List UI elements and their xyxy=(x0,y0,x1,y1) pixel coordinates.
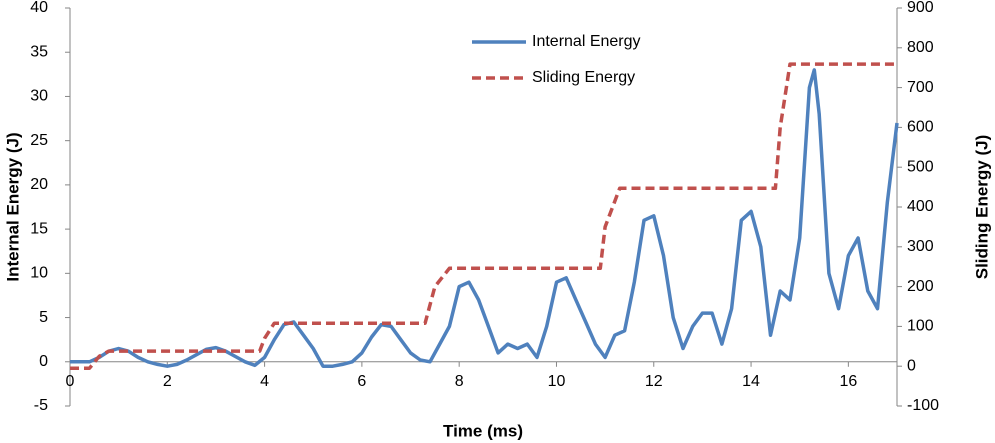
y2-tick-label: 600 xyxy=(907,119,934,136)
x-axis-title: Time (ms) xyxy=(443,421,523,440)
x-tick-label: 8 xyxy=(455,373,464,390)
y2-tick-label: 900 xyxy=(907,0,934,16)
y2-tick-label: 800 xyxy=(907,39,934,56)
legend-label: Internal Energy xyxy=(532,33,641,50)
y-tick-label: 0 xyxy=(39,353,48,370)
y-tick-label: 30 xyxy=(30,88,48,105)
y2-axis-title: Sliding Energy (J) xyxy=(972,135,991,280)
y2-tick-label: 300 xyxy=(907,238,934,255)
y-axis-title: Internal Energy (J) xyxy=(3,132,22,281)
y2-tick-label: 400 xyxy=(907,198,934,215)
x-tick-label: 4 xyxy=(260,373,269,390)
series-line xyxy=(70,68,899,368)
y2-tick-label: 700 xyxy=(907,79,934,96)
x-tick-label: 12 xyxy=(645,373,663,390)
y-tick-label: -5 xyxy=(34,397,48,414)
y-tick-label: 35 xyxy=(30,43,48,60)
y-tick-label: 10 xyxy=(30,265,48,282)
x-tick-label: 14 xyxy=(742,373,760,390)
y2-tick-label: 100 xyxy=(907,318,934,335)
y2-tick-label: 200 xyxy=(907,278,934,295)
y-tick-label: 25 xyxy=(30,132,48,149)
x-tick-label: 10 xyxy=(548,373,566,390)
y2-tick-label: 0 xyxy=(907,357,916,374)
x-tick-label: 0 xyxy=(66,373,75,390)
x-tick-label: 6 xyxy=(357,373,366,390)
y-tick-label: 40 xyxy=(30,0,48,16)
legend-label: Sliding Energy xyxy=(532,69,635,86)
x-tick-label: 2 xyxy=(163,373,172,390)
y-tick-label: 20 xyxy=(30,176,48,193)
series-line xyxy=(70,62,897,370)
y2-tick-label: 500 xyxy=(907,158,934,175)
y2-tick-label: -100 xyxy=(907,397,939,414)
y-tick-label: 15 xyxy=(30,220,48,237)
x-tick-label: 16 xyxy=(839,373,857,390)
y-tick-label: 5 xyxy=(39,309,48,326)
